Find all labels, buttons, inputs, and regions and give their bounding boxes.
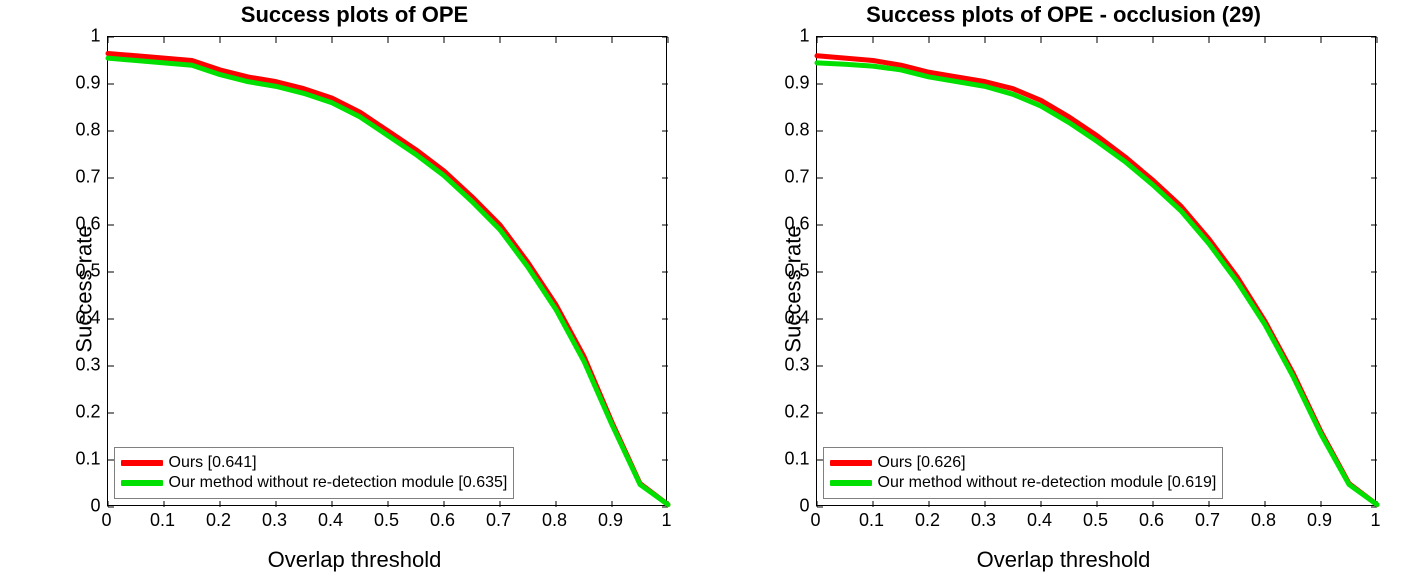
legend-swatch [830,480,872,486]
legend-item: Ours [0.626] [830,454,1217,472]
legend-swatch [830,460,872,466]
y-tick-label: 0.3 [67,355,101,376]
y-tick-label: 0.7 [67,167,101,188]
legend-label: Ours [0.626] [878,454,966,472]
y-tick-label: 0.9 [67,73,101,94]
series-line [108,58,668,505]
y-tick-label: 0.9 [776,73,810,94]
series-line [817,63,1377,505]
y-tick-label: 0 [67,496,101,517]
y-tick-label: 0.6 [67,214,101,235]
figure-container: Success plots of OPE Success rate Overlap … [0,0,1418,577]
legend-label: Our method without re-detection module [… [169,474,508,492]
x-tick-label: 0.8 [1251,510,1276,531]
y-tick-label: 0.5 [776,261,810,282]
x-tick-label: 1 [661,510,671,531]
y-axis-label: Success rate [780,225,806,352]
x-tick-label: 1 [1370,510,1380,531]
x-tick-label: 0.1 [859,510,884,531]
x-tick-label: 0 [810,510,820,531]
chart-title: Success plots of OPE - occlusion (29) [724,2,1404,28]
x-tick-label: 0.7 [1195,510,1220,531]
x-tick-label: 0.8 [542,510,567,531]
x-tick-label: 0.2 [206,510,231,531]
x-axis-label: Overlap threshold [724,547,1404,573]
y-tick-label: 0.4 [776,308,810,329]
y-tick-label: 0.1 [67,449,101,470]
series-line [817,56,1377,505]
y-tick-label: 0.1 [776,449,810,470]
plot-area: Ours [0.626] Our method without re-detect… [816,36,1376,506]
chart-panel: Success plots of OPE Success rate Overlap … [15,0,695,577]
chart-panel: Success plots of OPE - occlusion (29) Suc… [724,0,1404,577]
x-tick-label: 0.1 [150,510,175,531]
y-tick-label: 0.6 [776,214,810,235]
x-tick-label: 0.6 [430,510,455,531]
legend-item: Our method without re-detection module [… [830,474,1217,492]
y-tick-label: 1 [776,26,810,47]
y-tick-label: 0.4 [67,308,101,329]
series-line [108,53,668,504]
x-tick-label: 0.6 [1139,510,1164,531]
legend-swatch [121,480,163,486]
y-tick-label: 0.8 [776,120,810,141]
x-tick-label: 0.2 [915,510,940,531]
y-tick-label: 0.2 [67,402,101,423]
x-tick-label: 0.9 [1307,510,1332,531]
x-axis-label: Overlap threshold [15,547,695,573]
plot-svg [108,37,668,507]
x-tick-label: 0.4 [1027,510,1052,531]
legend-label: Our method without re-detection module [… [878,474,1217,492]
y-axis-label: Success rate [71,225,97,352]
legend-item: Ours [0.641] [121,454,508,472]
legend: Ours [0.641] Our method without re-detect… [114,447,515,499]
plot-svg [817,37,1377,507]
chart-title: Success plots of OPE [15,2,695,28]
x-tick-label: 0.9 [598,510,623,531]
x-tick-label: 0.3 [971,510,996,531]
y-tick-label: 0 [776,496,810,517]
y-tick-label: 0.2 [776,402,810,423]
legend-swatch [121,460,163,466]
x-tick-label: 0 [101,510,111,531]
x-tick-label: 0.7 [486,510,511,531]
legend-item: Our method without re-detection module [… [121,474,508,492]
y-tick-label: 0.3 [776,355,810,376]
x-tick-label: 0.5 [1083,510,1108,531]
legend: Ours [0.626] Our method without re-detect… [823,447,1224,499]
y-tick-label: 0.8 [67,120,101,141]
y-tick-label: 1 [67,26,101,47]
plot-area: Ours [0.641] Our method without re-detect… [107,36,667,506]
y-tick-label: 0.7 [776,167,810,188]
x-tick-label: 0.4 [318,510,343,531]
x-tick-label: 0.5 [374,510,399,531]
x-tick-label: 0.3 [262,510,287,531]
legend-label: Ours [0.641] [169,454,257,472]
y-tick-label: 0.5 [67,261,101,282]
